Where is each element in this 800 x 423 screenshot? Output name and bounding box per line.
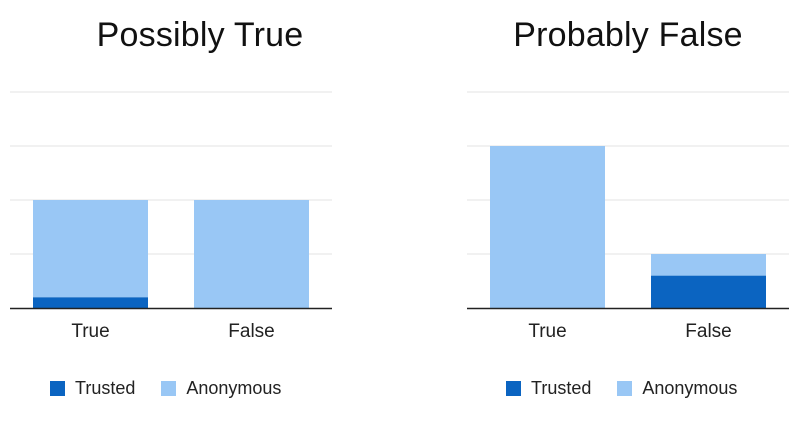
x-tick-label: False (685, 321, 731, 342)
legend-swatch-anonymous (617, 381, 633, 396)
legend-item-anonymous: Anonymous (161, 378, 281, 399)
bar-trusted-false (651, 275, 766, 308)
legend-label-anonymous: Anonymous (186, 378, 282, 398)
bar-anonymous-true (33, 200, 148, 298)
x-tick-label: False (228, 321, 274, 342)
bar-trusted-true (33, 297, 148, 308)
bar-anonymous-false (651, 254, 766, 276)
legend-swatch-trusted (506, 381, 521, 396)
bar-anonymous-true (490, 146, 605, 308)
legend-swatch-trusted (50, 381, 65, 396)
legend-swatch-anonymous (161, 381, 177, 396)
chart-panel-probably-false: Probably False True False Trusted Anonymo… (400, 0, 800, 423)
legend: Trusted Anonymous (506, 378, 763, 399)
bar-chart-possibly-true: True False (10, 91, 332, 342)
chart-title: Possibly True (96, 16, 304, 54)
chart-panel-possibly-true: Possibly True True False Trusted Anonymou… (10, 16, 332, 399)
x-tick-label: True (71, 321, 109, 342)
legend-item-trusted: Trusted (50, 378, 135, 399)
bar-chart-probably-false: True False (467, 91, 789, 342)
legend-label-trusted: Trusted (75, 378, 136, 398)
bar-anonymous-false (194, 200, 309, 308)
legend-item-anonymous: Anonymous (617, 378, 737, 399)
legend: Trusted Anonymous (50, 378, 307, 399)
x-tick-label: True (528, 321, 566, 342)
legend-label-trusted: Trusted (531, 378, 592, 398)
chart-title: Probably False (513, 16, 743, 54)
legend-label-anonymous: Anonymous (642, 378, 738, 398)
legend-item-trusted: Trusted (506, 378, 591, 399)
